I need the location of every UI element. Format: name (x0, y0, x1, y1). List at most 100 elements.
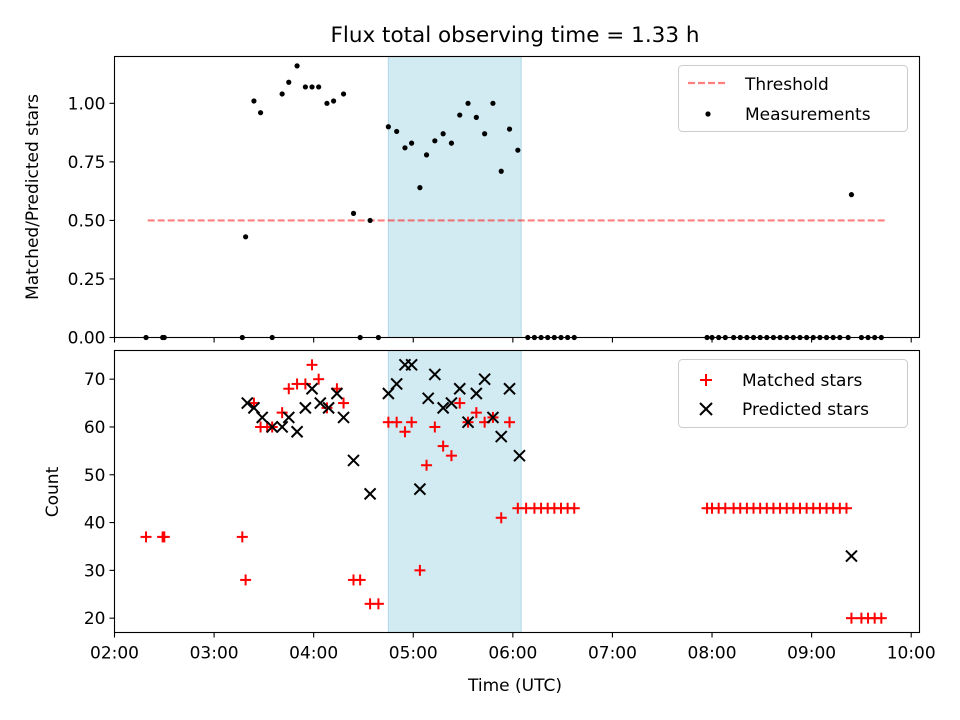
top-y-axis-label: Matched/Predicted stars (23, 94, 43, 300)
measurement-point (394, 128, 400, 135)
predicted-star-point (314, 396, 327, 410)
measurement-point (309, 84, 315, 90)
matched-star-point (313, 373, 325, 385)
matched-star-point (338, 397, 350, 409)
y-tick-label: 40 (84, 514, 106, 534)
measurement-point (440, 131, 446, 137)
measurement-point (286, 79, 292, 85)
bottom-y-axis-label: Count (43, 466, 63, 517)
matched-star-point (437, 440, 449, 452)
predicted-star-point (275, 420, 289, 434)
matched-star-point (399, 426, 411, 438)
predicted-star-point (436, 401, 450, 415)
bottom-legend-frame (678, 359, 908, 428)
y-tick-label: 0.00 (68, 329, 106, 349)
measurement-point (316, 84, 322, 90)
measurement-point (302, 84, 308, 90)
legend-threshold-label: Threshold (744, 75, 829, 95)
predicted-star-point (322, 401, 335, 415)
measurement-point (251, 98, 257, 104)
x-tick-label: 08:00 (688, 644, 737, 664)
predicted-star-point (299, 401, 312, 415)
top-axes-frame (113, 55, 921, 339)
top-y-axis: 0.00 0.25 0.50 0.75 1.00 (68, 94, 115, 349)
matched-star-point (568, 502, 580, 514)
top-legend-frame (678, 65, 908, 132)
legend-measurements-swatch (705, 111, 711, 117)
measurement-point (423, 152, 430, 158)
predicted-star-point (445, 396, 458, 410)
bottom-axes-frame (113, 349, 921, 634)
predicted-star-point (513, 449, 526, 462)
x-tick-label: 07:00 (588, 644, 637, 664)
predicted-star-point (337, 411, 350, 424)
bottom-x-axis: 02:00 03:00 04:00 05:00 06:00 07:00 08:00 09:00… (90, 632, 936, 664)
top-x-axis (113, 337, 912, 343)
predicted-star-point (363, 487, 377, 501)
measurement-point (350, 210, 357, 216)
x-axis-label: Time (UTC) (467, 676, 562, 696)
predicted-star-point (486, 411, 500, 424)
predicted-star-point (845, 549, 858, 563)
x-tick-label: 06:00 (488, 644, 537, 664)
predicted-star-point (495, 430, 508, 443)
matched-star-point (495, 512, 507, 524)
matched-star-point (158, 531, 170, 543)
top-legend: Threshold Measurements (678, 65, 908, 132)
measurement-point (257, 110, 264, 116)
matched-star-point (429, 421, 441, 433)
matched-star-point (306, 359, 318, 371)
measurement-point (498, 168, 504, 174)
measurement-point (409, 140, 415, 146)
legend-matched-label: Matched stars (742, 371, 862, 391)
predicted-star-point (478, 372, 491, 386)
measurement-point (417, 185, 423, 191)
y-tick-label: 70 (84, 370, 106, 390)
predicted-star-point (461, 415, 475, 429)
x-tick-label: 09:00 (787, 644, 836, 664)
matched-star-point (454, 397, 466, 409)
measurement-point (243, 234, 249, 240)
x-tick-label: 05:00 (389, 644, 438, 664)
matched-star-point (354, 574, 366, 586)
bottom-legend: Matched stars Predicted stars (678, 359, 908, 428)
predicted-star-point (428, 368, 442, 381)
top-panel: 0.00 0.25 0.50 0.75 1.00 Matched/Predicted s… (23, 55, 921, 349)
predicted-star-point (305, 382, 319, 395)
measurement-point (402, 145, 408, 151)
measurement-point (457, 112, 463, 118)
matched-star-point (421, 459, 433, 471)
predicted-star-point (421, 392, 435, 405)
predicted-star-point (470, 387, 483, 400)
measurement-point (279, 91, 285, 97)
x-tick-label: 04:00 (289, 644, 338, 664)
measurement-point (490, 100, 496, 106)
matched-star-point (391, 416, 403, 428)
measurement-point (432, 138, 438, 144)
measurement-point (385, 124, 391, 130)
matched-star-point (372, 598, 384, 610)
predicted-star-point (330, 387, 344, 400)
measurement-point (340, 91, 347, 97)
measurement-point (473, 114, 479, 120)
measurement-point (848, 192, 855, 198)
measurement-point (515, 147, 521, 153)
y-tick-label: 0.25 (68, 270, 106, 290)
predicted-star-point (503, 382, 516, 395)
matched-star-point (875, 612, 887, 624)
measurement-point (367, 217, 373, 224)
predicted-star-point (282, 411, 295, 424)
predicted-star-point (347, 454, 360, 467)
legend-measurements-label: Measurements (745, 105, 871, 125)
figure-title: Flux total observing time = 1.33 h (331, 23, 700, 48)
predicted-star-point (290, 425, 304, 438)
bottom-y-axis: 20 30 40 50 60 70 (84, 370, 115, 629)
y-tick-label: 0.50 (68, 211, 106, 231)
x-tick-label: 02:00 (90, 644, 139, 664)
predicted-star-point (265, 420, 279, 434)
measurement-point (294, 63, 300, 69)
predicted-star-point (453, 382, 466, 395)
measurement-point (506, 126, 513, 132)
shaded-region (387, 350, 522, 633)
predicted-star-point (390, 377, 403, 391)
